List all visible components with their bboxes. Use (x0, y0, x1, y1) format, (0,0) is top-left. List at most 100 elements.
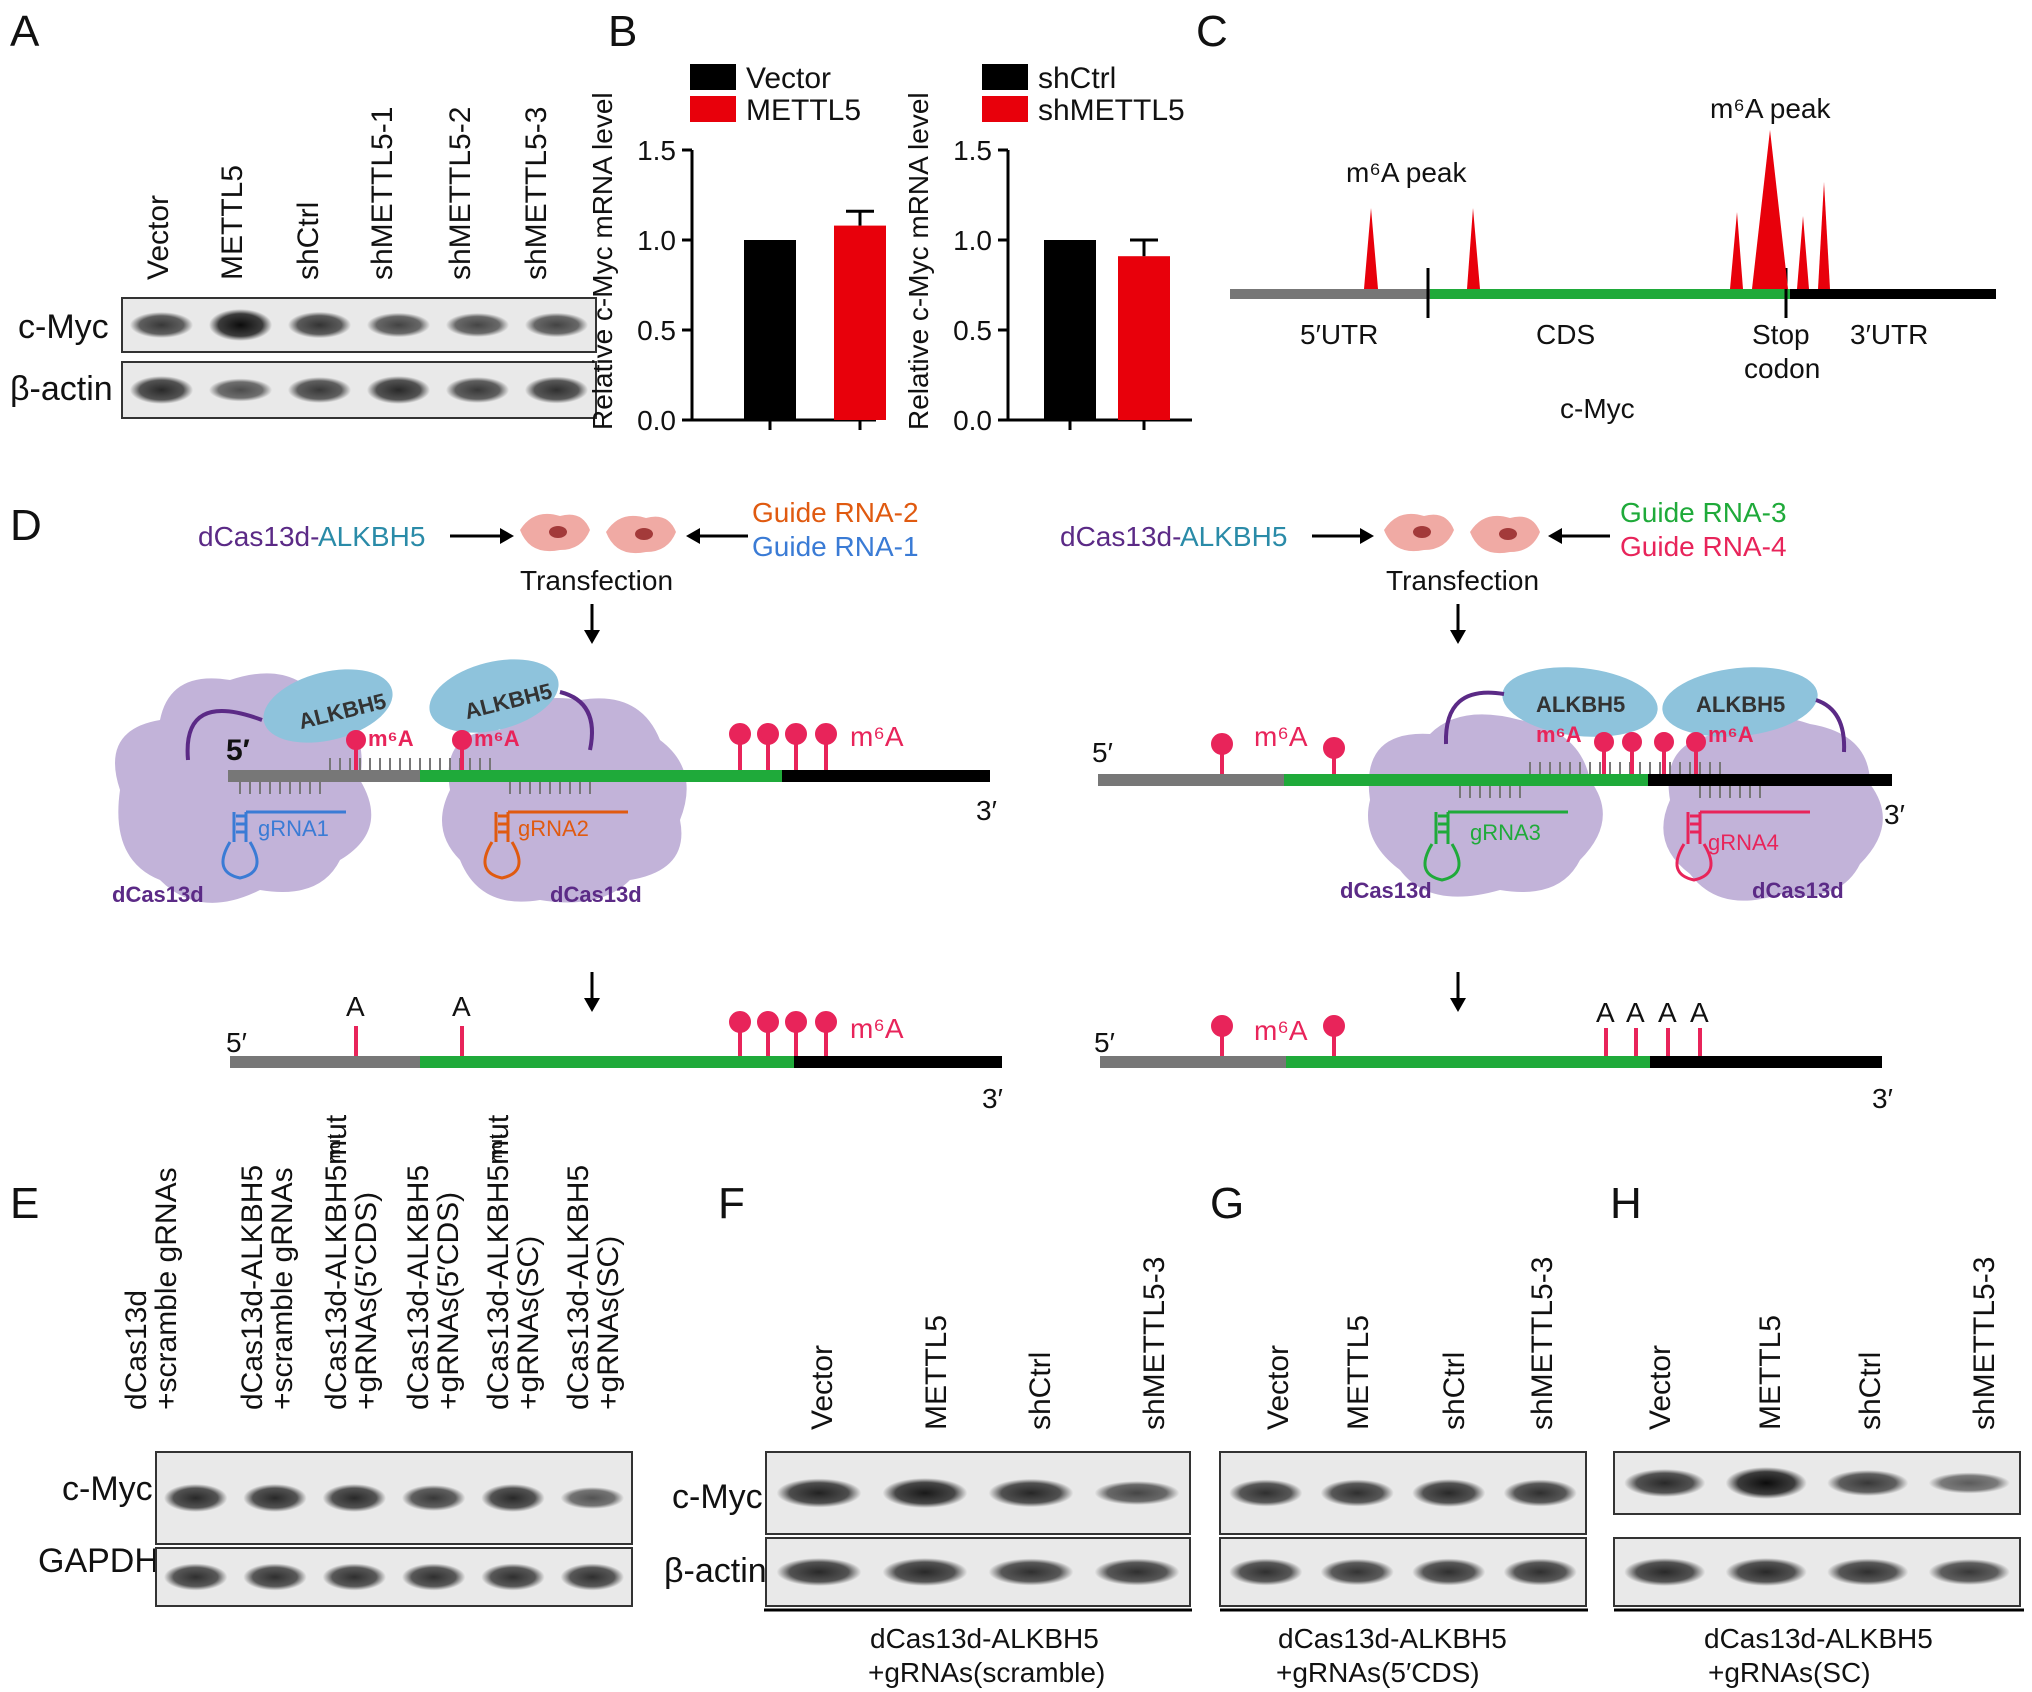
legend-label: Vector (746, 62, 831, 95)
mut-superscript: mut (324, 1134, 344, 1164)
dcas13d-blob (1663, 716, 1883, 901)
bar-chart-b2: 0.0 0.5 1.0 1.5 Relative c-Myc mRNA level shC… (903, 62, 1192, 436)
panel-letter-e: E (10, 1179, 39, 1228)
panel-letter-h: H (1610, 1179, 1642, 1228)
grna3-label: gRNA3 (1470, 820, 1541, 845)
blot-membrane (121, 361, 597, 419)
five-prime-label: 5′ (226, 734, 250, 767)
protein-band (1320, 1558, 1394, 1586)
construct-dcas13d: dCas13d- (198, 521, 319, 552)
protein-band (524, 312, 589, 338)
rna-cds (1286, 1056, 1650, 1068)
blot-membrane (155, 1547, 633, 1607)
protein-band (401, 1485, 466, 1511)
protein-band (1094, 1558, 1180, 1586)
rna-utr3 (782, 770, 990, 782)
y-axis-label: Relative c-Myc mRNA level (903, 92, 934, 430)
a-label: A (1658, 997, 1677, 1028)
lane-label: dCas13d-ALKBH5mut (320, 1114, 353, 1410)
lane-label: shMETTL5-3 (1138, 1257, 1171, 1430)
protein-band (287, 377, 352, 403)
alkbh5-enzyme (1502, 667, 1658, 737)
protein-band (208, 378, 273, 402)
protein-band (163, 1484, 228, 1512)
alkbh5-enzyme (429, 659, 559, 733)
panel-f: Vector METTL5 shCtrl shMETTL5-3 c-Myc β-… (664, 1257, 1192, 1688)
grna2-label: gRNA2 (518, 816, 589, 841)
a-label: A (346, 991, 365, 1022)
y-tick-label: 1.0 (637, 225, 676, 256)
y-tick-label: 1.0 (953, 225, 992, 256)
lane-label: shCtrl (292, 202, 325, 280)
grna1-label: gRNA1 (258, 816, 329, 841)
protein-band (163, 1563, 228, 1591)
blot-membrane (155, 1451, 633, 1545)
m6a-label: m⁶A (368, 726, 414, 751)
five-prime-label: 5′ (226, 1027, 247, 1058)
construct-alkbh5: ALKBH5 (1180, 521, 1287, 552)
lane-label: +gRNAs(5′CDS) (350, 1192, 383, 1410)
transfection-label: Transfection (520, 565, 673, 596)
panel-letter-d: D (10, 501, 42, 550)
arrow-down-icon (1450, 630, 1466, 644)
peak-label-right: m⁶A peak (1710, 93, 1831, 124)
y-tick-label: 0.5 (637, 315, 676, 346)
protein-band (988, 1478, 1074, 1508)
arrow-down-icon (584, 630, 600, 644)
condition-caption-1: dCas13d-ALKBH5 (1704, 1623, 1933, 1654)
lane-label: shCtrl (1438, 1352, 1471, 1430)
peak (1818, 182, 1830, 289)
region-stop-1: Stop (1752, 319, 1810, 350)
m6a-label: m⁶A (474, 726, 520, 751)
mut-superscript: mut (486, 1134, 506, 1164)
rna-utr5 (230, 1056, 420, 1068)
dcas13d-label: dCas13d (1752, 878, 1844, 903)
panel-h: Vector METTL5 shCtrl shMETTL5-3 dCas13d-… (1613, 1257, 2024, 1688)
m6a-marks (354, 1011, 837, 1056)
cell-icon (1384, 513, 1540, 554)
row-label-cmyc: c-Myc (672, 1478, 763, 1516)
rna-utr5 (1100, 1056, 1286, 1068)
peak (1730, 212, 1743, 289)
panel-d-left: dCas13d- ALKBH5 Guide RNA-2 Guide RNA-1 … (112, 497, 1003, 1114)
construct-alkbh5: ALKBH5 (318, 521, 425, 552)
arrow-left-icon (1548, 528, 1562, 544)
protein-band (366, 376, 431, 404)
western-blot-e (155, 1451, 633, 1607)
utr5-segment (1230, 289, 1430, 299)
bar-Vector (744, 240, 796, 420)
guide-rna-2: Guide RNA-2 (752, 497, 919, 528)
panel-letter-b: B (608, 7, 637, 56)
lane-label: +gRNAs(SC) (512, 1236, 545, 1410)
condition-caption-1: dCas13d-ALKBH5 (1278, 1623, 1507, 1654)
western-blot-a (121, 297, 597, 419)
lane-label: Vector (806, 1345, 839, 1430)
lane-label: dCas13d-ALKBH5 (402, 1165, 435, 1410)
dcas13d-blob (442, 698, 687, 903)
protein-band (1827, 1558, 1909, 1586)
protein-band (1624, 1558, 1706, 1586)
protein-band (445, 377, 510, 403)
legend-label: shMETTL5 (1038, 94, 1185, 127)
panel-letter-g: G (1210, 1179, 1244, 1228)
bar-shMETTL5 (1118, 256, 1170, 420)
protein-band (1412, 1558, 1486, 1586)
legend-label: METTL5 (746, 94, 861, 127)
dcas13d-label: dCas13d (1340, 878, 1432, 903)
protein-band (445, 313, 510, 337)
transfection-label: Transfection (1386, 565, 1539, 596)
y-tick-label: 0.0 (953, 405, 992, 436)
row-label-cmyc: c-Myc (62, 1470, 153, 1508)
arrow-right-icon (1360, 528, 1374, 544)
protein-band (560, 1487, 625, 1509)
row-label-actin: β-actin (664, 1552, 767, 1590)
protein-band (1725, 1558, 1807, 1586)
protein-band (882, 1558, 968, 1586)
lane-label: shCtrl (1854, 1352, 1887, 1430)
grna4-hairpin (1675, 810, 1810, 882)
lane-label: dCas13d-ALKBH5 (562, 1165, 595, 1410)
protein-band (366, 312, 431, 338)
protein-band (287, 311, 352, 339)
lane-label: dCas13d-ALKBH5mut (482, 1114, 515, 1410)
